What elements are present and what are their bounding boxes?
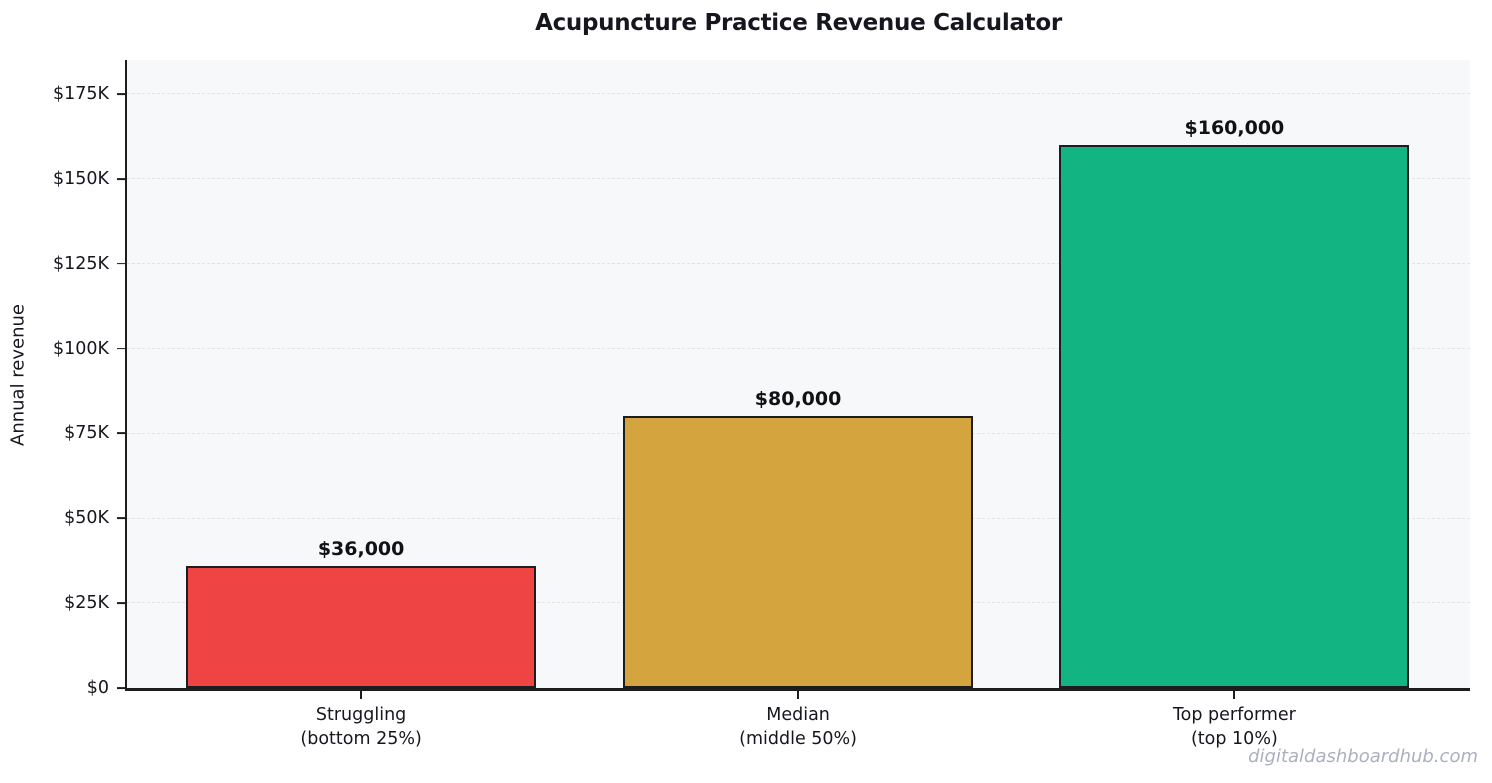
gridline (127, 262, 1470, 264)
y-tick-label: $150K (52, 168, 109, 189)
y-tick-label: $125K (52, 253, 109, 274)
bar-value-label: $160,000 (1184, 116, 1285, 139)
x-tick-mark (360, 691, 362, 699)
y-tick-mark (117, 602, 126, 605)
y-tick-label: $25K (64, 593, 109, 614)
bar-value-label: $80,000 (754, 388, 842, 411)
watermark: digitaldashboardhub.com (1248, 746, 1478, 767)
y-tick-mark (117, 262, 126, 265)
y-tick-label: $75K (64, 423, 109, 444)
y-tick-mark (117, 517, 126, 520)
x-category-label: Median (middle 50%) (739, 705, 858, 749)
bar-value-label: $36,000 (317, 537, 405, 560)
y-tick-label: $0 (86, 678, 109, 698)
y-tick-mark (117, 93, 126, 95)
y-tick-label: $175K (52, 83, 109, 104)
bar (1058, 144, 1409, 688)
bar (622, 416, 973, 688)
x-tick-mark (797, 691, 799, 699)
y-tick-mark (117, 347, 126, 350)
bar (185, 565, 536, 688)
y-tick-label: $100K (52, 338, 109, 359)
y-tick-mark (117, 432, 126, 435)
plot-area (125, 60, 1470, 691)
x-category-label: Struggling (bottom 25%) (300, 705, 422, 749)
y-tick-label: $50K (64, 508, 109, 529)
x-category-label: Top performer (top 10%) (1172, 705, 1296, 749)
gridline (127, 93, 1470, 95)
gridline (127, 347, 1470, 349)
y-tick-mark (117, 687, 126, 689)
chart-title: Acupuncture Practice Revenue Calculator (535, 10, 1062, 36)
x-tick-mark (1233, 691, 1236, 699)
gridline (127, 178, 1470, 180)
y-tick-mark (117, 177, 126, 180)
